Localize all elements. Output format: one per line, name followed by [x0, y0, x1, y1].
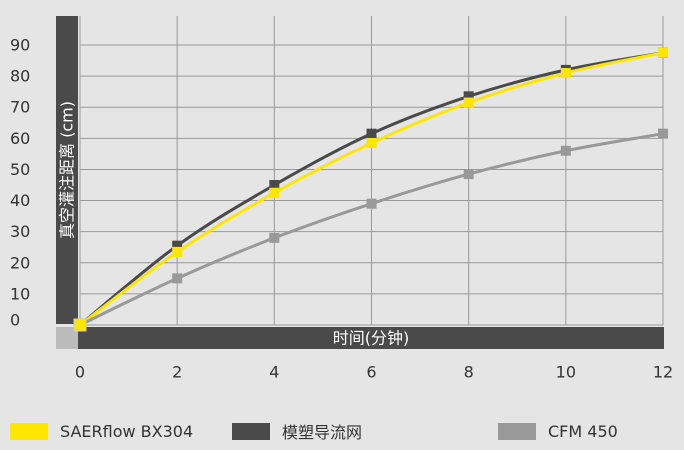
- series-2-point: [560, 145, 571, 156]
- legend-label-saerflow: SAERflow BX304: [60, 421, 194, 441]
- origin-point: [73, 318, 87, 332]
- legend-item-molded-mesh: 模塑导流网: [232, 420, 362, 442]
- x-tick-label: 0: [75, 363, 85, 382]
- series-1-point: [463, 97, 474, 108]
- legend-label-cfm450: CFM 450: [548, 421, 618, 441]
- y-tick-label: 50: [10, 160, 30, 179]
- series-1-point: [269, 187, 280, 198]
- grid-lines: [79, 16, 664, 326]
- series-0-point: [366, 128, 377, 139]
- series-0-point: [269, 180, 280, 190]
- legend-swatch-molded-mesh: [232, 422, 270, 440]
- legend-swatch-saerflow: [10, 422, 48, 440]
- y-tick-label: 10: [10, 284, 30, 303]
- x-tick-label: 10: [556, 363, 576, 382]
- y-tick-label: 40: [10, 191, 30, 210]
- series-0-point: [172, 240, 183, 251]
- y-tick-label: 20: [10, 253, 30, 272]
- y-axis-bar: [56, 16, 78, 324]
- series-1-point: [172, 246, 183, 257]
- legend-item-cfm450: CFM 450: [498, 420, 618, 442]
- x-tick-labels: 0 2 4 6 8 10 12: [75, 363, 673, 382]
- x-tick-label: 6: [366, 363, 376, 382]
- series-2-point: [366, 198, 377, 209]
- legend-label-molded-mesh: 模塑导流网: [282, 423, 363, 442]
- axis-corner: [56, 327, 78, 349]
- y-axis-title: 真空灌注距离 (cm): [58, 101, 77, 239]
- series-0-point: [463, 91, 474, 102]
- series-2-point: [463, 169, 474, 180]
- series-2-point: [269, 232, 280, 243]
- x-tick-label: 4: [269, 363, 279, 382]
- series-1-point: [658, 47, 668, 58]
- y-tick-label: 0: [10, 311, 20, 330]
- legend-swatch-cfm450: [498, 422, 536, 440]
- y-tick-label: 80: [10, 67, 30, 86]
- x-axis-title: 时间(分钟): [333, 329, 410, 348]
- legend-item-saerflow: SAERflow BX304: [10, 420, 193, 442]
- y-tick-label: 70: [10, 98, 30, 117]
- y-tick-label: 30: [10, 222, 30, 241]
- x-tick-label: 8: [464, 363, 474, 382]
- series-1-point: [560, 68, 571, 78]
- series-1-point: [366, 138, 377, 148]
- series-2-point: [658, 128, 668, 139]
- x-tick-label: 2: [172, 363, 182, 382]
- series-lines: [73, 47, 668, 332]
- series-2-point: [172, 273, 183, 284]
- y-tick-label: 90: [10, 36, 30, 55]
- x-axis-bar: [78, 327, 664, 349]
- y-tick-label: 60: [10, 129, 30, 148]
- x-tick-label: 12: [653, 363, 673, 382]
- y-tick-labels: 0 10 20 30 40 50 60 70 80 90: [10, 36, 30, 330]
